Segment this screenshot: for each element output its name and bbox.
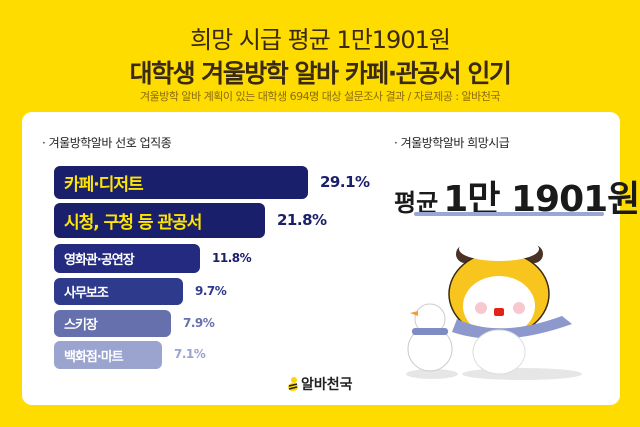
bar-1: 카페·디저트 <box>54 166 308 199</box>
bar-label: 영화관·공연장 <box>64 253 135 268</box>
bar-value: 7.1% <box>174 347 206 361</box>
preferred-jobs-title: · 겨울방학알바 선호 업직종 <box>42 136 172 150</box>
bee-logo-icon <box>288 377 298 391</box>
bar-label: 스키장 <box>64 318 98 333</box>
mascot-illustration-icon <box>406 237 582 380</box>
bar-value: 9.7% <box>195 283 227 298</box>
bar-label: 백화점·마트 <box>64 349 124 365</box>
bar-label: 시청, 구청 등 관공서 <box>64 213 202 233</box>
bar-4: 사무보조 <box>54 278 183 305</box>
albacheonguk-logo: 알바천국 <box>287 374 353 394</box>
logo-text: 알바천국 <box>301 377 353 393</box>
bar-value: 7.9% <box>183 315 215 330</box>
bar-value: 29.1% <box>320 172 370 191</box>
desired-wage-title: · 겨울방학알바 희망시급 <box>394 136 510 150</box>
bar-label: 사무보조 <box>64 286 109 301</box>
bar-5: 스키장 <box>54 310 171 337</box>
bar-value: 21.8% <box>277 210 327 229</box>
content-card: · 겨울방학알바 선호 업직종 카페·디저트 29.1% 시청, 구청 등 관공서 2… <box>22 112 640 405</box>
bar-2: 시청, 구청 등 관공서 <box>54 203 265 238</box>
underline-divider <box>414 212 604 216</box>
headline-line1: 희망 시급 평균 1만1901원 <box>190 26 451 54</box>
bar-label: 카페·디저트 <box>64 175 144 195</box>
bar-6: 백화점·마트 <box>54 341 162 369</box>
headline-line2: 대학생 겨울방학 알바 카페·관공서 인기 <box>129 59 512 88</box>
subtitle: 겨울방학 알바 계획이 있는 대학생 694명 대상 설문조사 결과 / 자료제… <box>139 90 501 103</box>
bar-value: 11.8% <box>212 250 252 265</box>
bar-3: 영화관·공연장 <box>54 244 200 273</box>
